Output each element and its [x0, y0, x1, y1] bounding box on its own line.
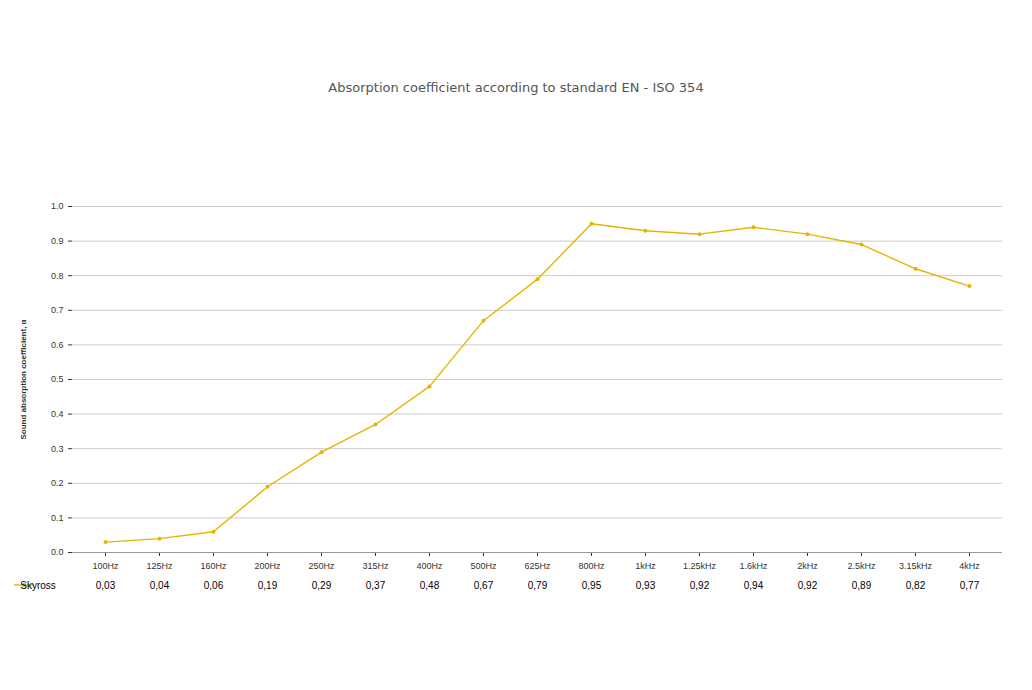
svg-text:0,93: 0,93: [636, 580, 656, 591]
svg-text:0,37: 0,37: [366, 580, 386, 591]
svg-text:0,04: 0,04: [150, 580, 170, 591]
svg-text:0,77: 0,77: [960, 580, 980, 591]
svg-text:0,06: 0,06: [204, 580, 224, 591]
svg-text:0.8: 0.8: [51, 271, 64, 281]
svg-text:0,92: 0,92: [690, 580, 710, 591]
svg-text:Sound absorption coefficient,: Sound absorption coefficient, α: [19, 319, 28, 439]
svg-text:0,48: 0,48: [420, 580, 440, 591]
svg-text:3.15kHz: 3.15kHz: [899, 561, 933, 571]
svg-text:0.4: 0.4: [51, 409, 64, 419]
svg-text:800Hz: 800Hz: [578, 561, 605, 571]
svg-text:0,29: 0,29: [312, 580, 332, 591]
svg-text:2.5kHz: 2.5kHz: [847, 561, 876, 571]
svg-text:315Hz: 315Hz: [362, 561, 389, 571]
svg-text:2kHz: 2kHz: [797, 561, 818, 571]
svg-text:1.6kHz: 1.6kHz: [739, 561, 768, 571]
svg-text:160Hz: 160Hz: [200, 561, 227, 571]
svg-text:0.2: 0.2: [51, 478, 64, 488]
svg-text:0,89: 0,89: [852, 580, 872, 591]
svg-text:0.5: 0.5: [51, 374, 64, 384]
svg-text:1.25kHz: 1.25kHz: [683, 561, 717, 571]
svg-text:0,19: 0,19: [258, 580, 278, 591]
svg-text:125Hz: 125Hz: [146, 561, 173, 571]
svg-text:Skyross: Skyross: [20, 580, 56, 591]
svg-text:0,67: 0,67: [474, 580, 494, 591]
svg-text:4kHz: 4kHz: [959, 561, 980, 571]
svg-text:625Hz: 625Hz: [524, 561, 551, 571]
svg-text:0.0: 0.0: [51, 547, 64, 557]
svg-text:250Hz: 250Hz: [308, 561, 335, 571]
svg-text:200Hz: 200Hz: [254, 561, 281, 571]
svg-text:400Hz: 400Hz: [416, 561, 443, 571]
svg-text:500Hz: 500Hz: [470, 561, 497, 571]
svg-text:0.7: 0.7: [51, 305, 64, 315]
svg-text:0,95: 0,95: [582, 580, 602, 591]
svg-text:0.1: 0.1: [51, 513, 64, 523]
svg-text:1.0: 1.0: [51, 201, 64, 211]
svg-text:0.6: 0.6: [51, 340, 64, 350]
svg-text:0,79: 0,79: [528, 580, 548, 591]
svg-text:0,03: 0,03: [96, 580, 116, 591]
svg-text:0,82: 0,82: [906, 580, 926, 591]
svg-text:100Hz: 100Hz: [92, 561, 119, 571]
svg-text:0.3: 0.3: [51, 444, 64, 454]
svg-text:0,94: 0,94: [744, 580, 764, 591]
html-text:Absorption coefficient accordi: Absorption coefficient according to stan…: [328, 80, 704, 95]
svg-text:0,92: 0,92: [798, 580, 818, 591]
svg-text:1kHz: 1kHz: [635, 561, 656, 571]
svg-text:0.9: 0.9: [51, 236, 64, 246]
